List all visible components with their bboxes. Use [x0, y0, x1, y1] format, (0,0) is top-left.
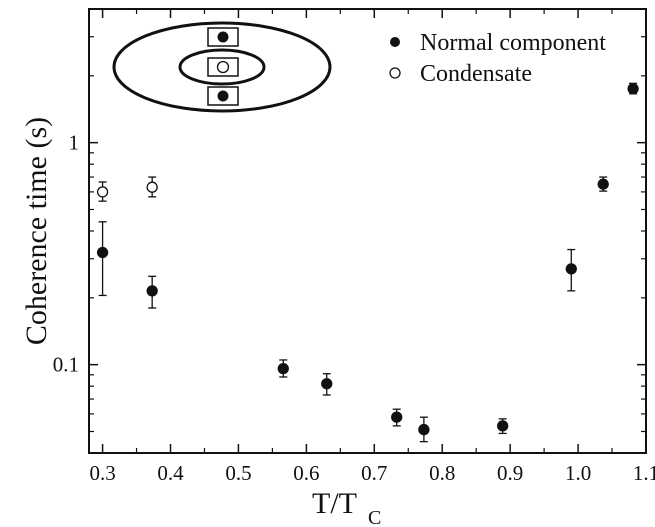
legend-marker-normal-component — [390, 37, 400, 47]
x-tick-label: 1.1 — [633, 461, 655, 485]
bottom-box-filled-dot — [217, 90, 229, 102]
data-point-normal-component — [627, 83, 639, 95]
trap-diagram — [112, 21, 332, 113]
x-axis-label-subscript: C — [368, 507, 381, 527]
data-point-normal-component — [597, 178, 609, 190]
x-tick-label: 0.9 — [497, 461, 523, 485]
x-axis-label: T/T — [312, 487, 357, 520]
x-tick-label: 0.8 — [429, 461, 455, 485]
middle-box-open-dot — [216, 60, 230, 74]
data-point-normal-component — [391, 411, 403, 423]
x-tick-label: 0.6 — [293, 461, 319, 485]
y-axis-label: Coherence time (s) — [20, 117, 53, 345]
axis-ticks: 0.3 0.4 0.5 0.6 0.7 0.8 0.9 1.0 1.1 0.1 1 — [53, 9, 655, 485]
legend-marker-condensate — [389, 67, 401, 79]
y-tick-label: 0.1 — [53, 353, 79, 377]
data-point-normal-component — [497, 420, 509, 432]
data-point-normal-component — [146, 285, 158, 297]
data-point-normal-component — [277, 362, 289, 375]
legend-label-normal-component: Normal component — [420, 30, 606, 56]
data-point-normal-component — [321, 378, 333, 390]
x-tick-label: 0.4 — [157, 461, 184, 485]
data-point-normal-component — [418, 423, 430, 436]
plot-frame — [88, 8, 647, 454]
data-point-condensate — [96, 186, 109, 198]
error-bars — [98, 82, 638, 443]
y-tick-label: 1 — [69, 131, 80, 155]
x-tick-label: 0.7 — [361, 461, 387, 485]
inner-ellipse — [178, 48, 266, 86]
data-point-condensate — [146, 181, 158, 193]
data-point-normal-component — [565, 263, 577, 275]
legend-label-condensate: Condensate — [420, 61, 532, 87]
x-tick-label: 0.5 — [225, 461, 251, 485]
data-points — [96, 83, 639, 436]
legend: Normal component Condensate — [389, 30, 606, 87]
x-tick-label: 0.3 — [89, 461, 115, 485]
top-box-filled-dot — [217, 31, 229, 43]
x-tick-label: 1.0 — [565, 461, 591, 485]
outer-ellipse — [112, 21, 332, 113]
data-point-normal-component — [96, 246, 109, 259]
